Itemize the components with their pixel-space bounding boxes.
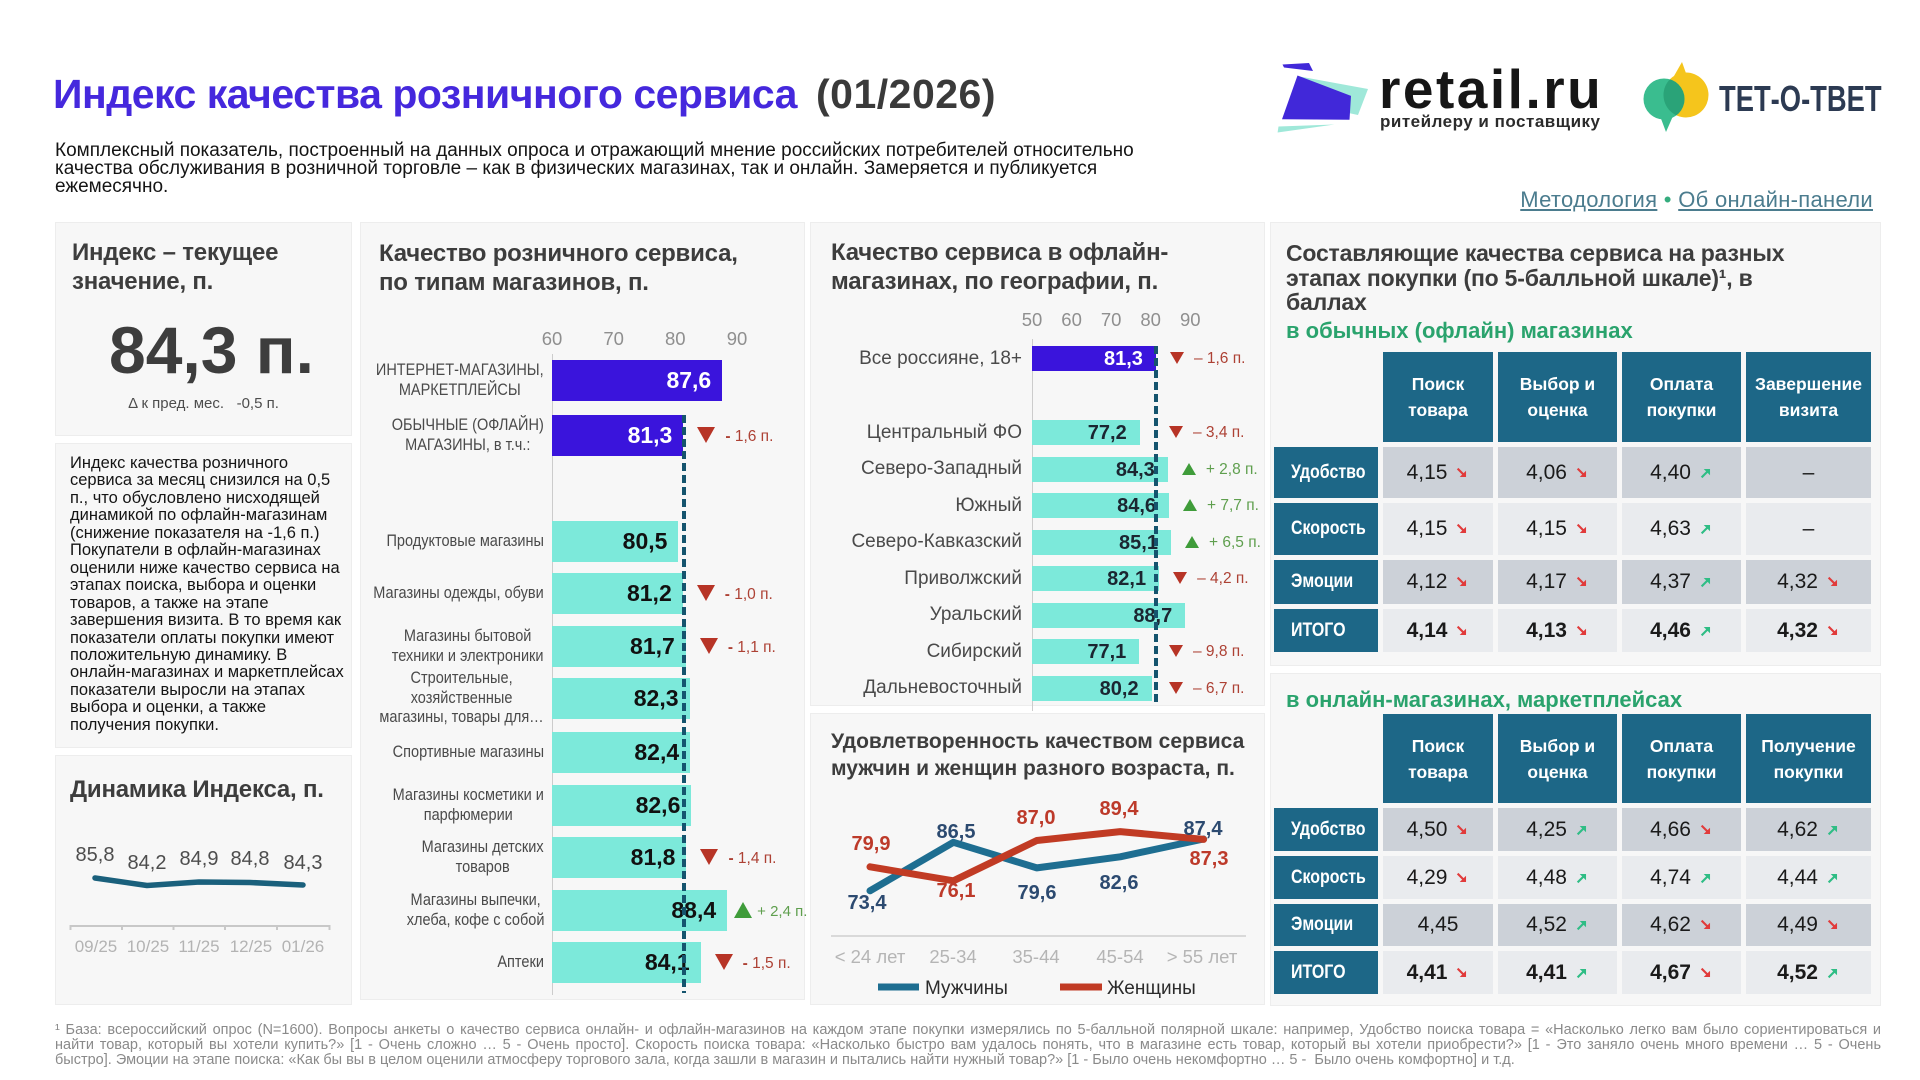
svg-text:84,3: 84,3 [284, 852, 323, 874]
svg-text:11/25: 11/25 [178, 937, 219, 956]
svg-text:01/26: 01/26 [282, 937, 325, 956]
svg-text:45-54: 45-54 [1096, 946, 1143, 967]
svg-text:< 24 лет: < 24 лет [835, 946, 906, 967]
svg-text:86,5: 86,5 [937, 821, 976, 843]
svg-text:79,9: 79,9 [852, 833, 891, 855]
svg-text:79,6: 79,6 [1018, 882, 1057, 904]
svg-text:84,8: 84,8 [231, 848, 270, 870]
svg-text:85,8: 85,8 [76, 844, 115, 866]
svg-text:73,4: 73,4 [848, 892, 888, 914]
svg-text:09/25: 09/25 [75, 937, 118, 956]
svg-text:Женщины: Женщины [1107, 978, 1196, 999]
svg-text:87,0: 87,0 [1017, 807, 1056, 829]
svg-text:12/25: 12/25 [230, 937, 273, 956]
svg-text:84,2: 84,2 [128, 852, 167, 874]
svg-text:> 55 лет: > 55 лет [1167, 946, 1238, 967]
svg-text:87,4: 87,4 [1184, 818, 1224, 840]
svg-text:87,3: 87,3 [1190, 848, 1229, 870]
svg-text:25-34: 25-34 [929, 946, 976, 967]
svg-text:10/25: 10/25 [127, 937, 170, 956]
svg-text:35-44: 35-44 [1012, 946, 1059, 967]
svg-text:82,6: 82,6 [1100, 872, 1139, 894]
svg-text:76,1: 76,1 [937, 880, 976, 902]
svg-text:84,9: 84,9 [180, 848, 219, 870]
svg-text:89,4: 89,4 [1100, 798, 1140, 820]
svg-text:Мужчины: Мужчины [925, 978, 1008, 999]
